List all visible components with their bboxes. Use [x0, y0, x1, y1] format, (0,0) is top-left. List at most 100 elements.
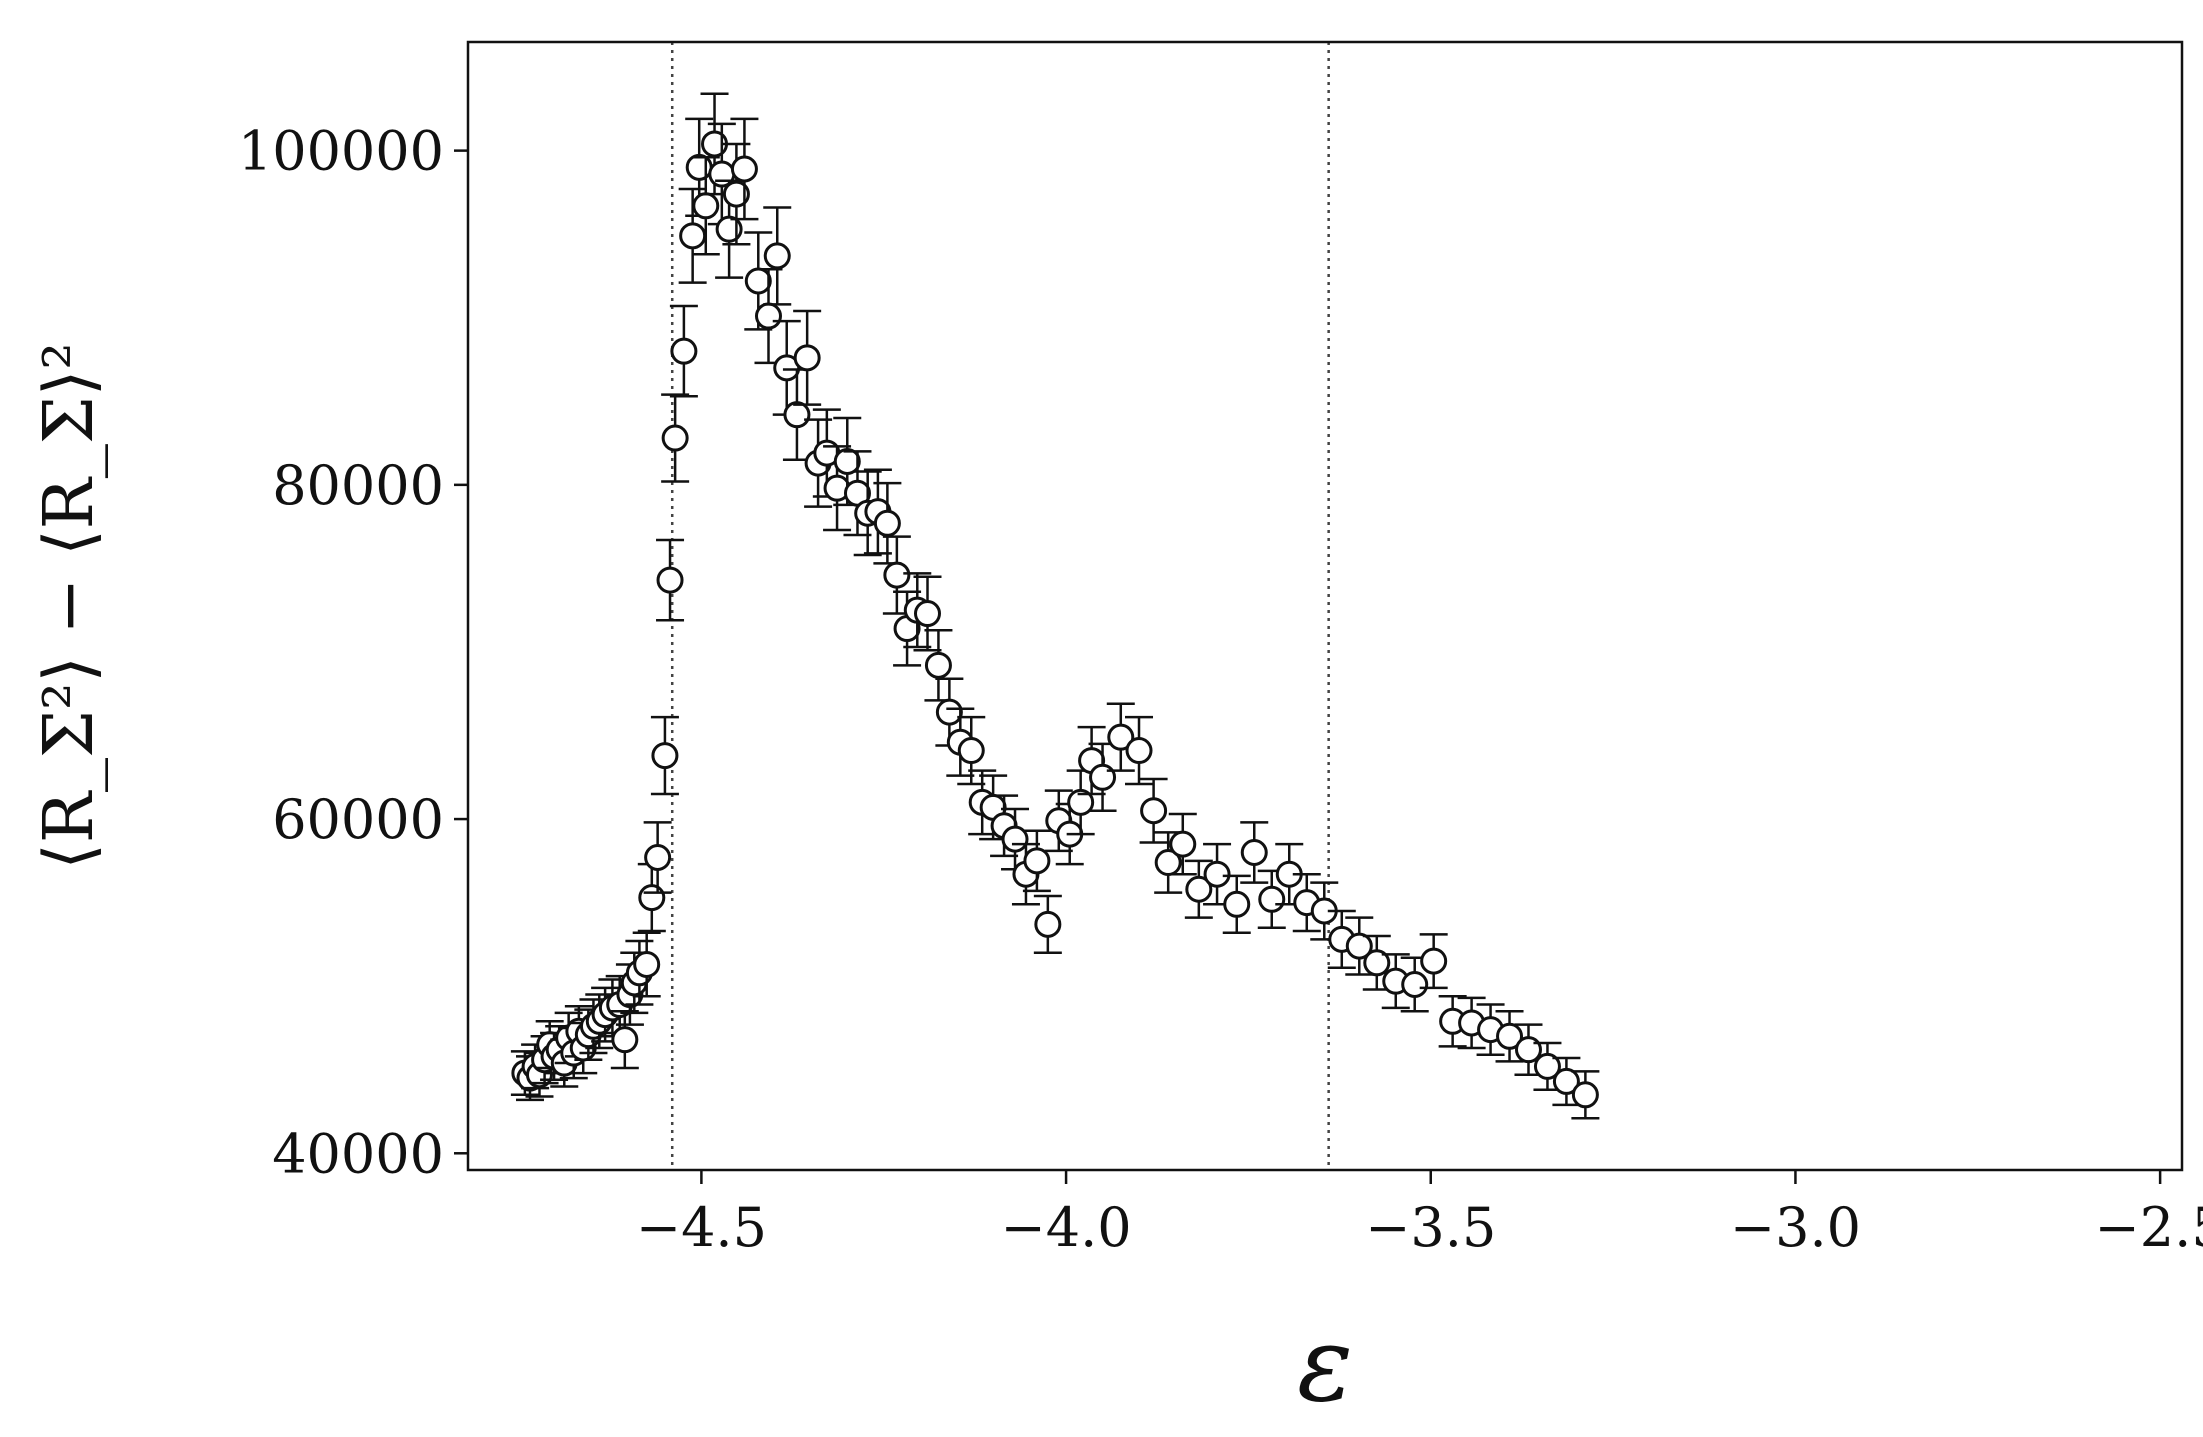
marker [1345, 932, 1373, 960]
plot-frame [466, 40, 2184, 1172]
data-point [772, 319, 801, 416]
marker [611, 1026, 639, 1054]
marker [873, 509, 901, 537]
marker [722, 180, 750, 208]
x-tick-label-1: −4.0 [1001, 1196, 1132, 1259]
data-point [924, 628, 953, 702]
vertical-reference-lines [670, 42, 1330, 1170]
data-point [643, 821, 672, 894]
data-point [1222, 874, 1251, 934]
marker [1023, 847, 1051, 875]
data-point [957, 715, 986, 786]
marker [957, 737, 985, 765]
marker [1258, 885, 1286, 913]
marker [833, 447, 861, 475]
marker [924, 651, 952, 679]
marker [1223, 890, 1251, 918]
data-point [1495, 1009, 1524, 1063]
x-axis: −4.5 −4.0 −3.5 −3.0 −2.5 [636, 1170, 2203, 1259]
data-point [700, 92, 729, 196]
marker [685, 153, 713, 181]
marker [651, 742, 679, 770]
marker [913, 600, 941, 628]
data-point [650, 715, 679, 796]
data-point [1240, 821, 1269, 884]
data-point [1033, 894, 1062, 955]
data-point [1125, 715, 1154, 786]
data-point [1362, 934, 1391, 991]
data-point [1154, 831, 1183, 894]
data-point [763, 206, 792, 306]
data-point [1533, 1041, 1562, 1092]
data-point [1066, 769, 1095, 836]
data-point [1419, 933, 1448, 990]
data-point [1400, 956, 1429, 1013]
marker [935, 698, 963, 726]
data-point [1275, 842, 1304, 906]
y-tick-label-1: 60000 [272, 788, 444, 851]
marker [692, 192, 720, 220]
marker [1089, 763, 1117, 791]
data-point [1514, 1023, 1543, 1076]
data-point [1139, 777, 1168, 844]
marker [1533, 1052, 1561, 1080]
marker [1203, 860, 1231, 888]
marker [883, 561, 911, 589]
marker [1107, 723, 1135, 751]
x-tick-label-2: −3.5 [1365, 1196, 1496, 1259]
data-point [1571, 1070, 1600, 1120]
marker [1240, 838, 1268, 866]
data-point [1106, 702, 1135, 772]
marker [1401, 971, 1429, 999]
marker [679, 222, 707, 250]
data-point [730, 117, 759, 221]
marker [1125, 737, 1153, 765]
marker [1140, 797, 1168, 825]
data-point [637, 862, 666, 933]
marker [744, 267, 772, 295]
data-series [510, 92, 1600, 1120]
data-point [882, 535, 911, 615]
data-point [691, 156, 720, 256]
marker [1067, 788, 1095, 816]
marker [1034, 910, 1062, 938]
marker [1185, 875, 1213, 903]
data-point [1203, 842, 1232, 906]
marker [1571, 1081, 1599, 1109]
data-point [1184, 859, 1213, 919]
marker [1363, 949, 1391, 977]
y-axis-label: ⟨R_Σ²⟩ − ⟨R_Σ⟩² [30, 342, 109, 869]
y-axis: 40000 60000 80000 100000 [238, 120, 468, 1185]
data-point [1438, 994, 1467, 1048]
x-tick-label-4: −2.5 [2095, 1196, 2203, 1259]
marker [670, 337, 698, 365]
x-tick-label-3: −3.0 [1730, 1196, 1861, 1259]
marker [1496, 1022, 1524, 1050]
marker [1154, 849, 1182, 877]
data-point [873, 481, 902, 565]
marker [1169, 830, 1197, 858]
marker [1552, 1067, 1580, 1095]
marker [730, 155, 758, 183]
marker [715, 215, 743, 243]
marker [638, 884, 666, 912]
data-point [1022, 829, 1051, 893]
marker [763, 242, 791, 270]
data-point [913, 575, 942, 652]
y-tick-label-3: 100000 [238, 120, 444, 183]
data-point [833, 416, 862, 507]
data-point [632, 931, 661, 998]
y-tick-label-2: 80000 [272, 454, 444, 517]
marker [783, 401, 811, 429]
x-tick-label-0: −4.5 [636, 1196, 767, 1259]
y-tick-label-0: 40000 [272, 1122, 444, 1185]
data-point [1552, 1056, 1581, 1107]
data-point [1168, 812, 1197, 876]
marker [793, 344, 821, 372]
marker [644, 844, 672, 872]
data-point [669, 304, 698, 398]
data-point [1345, 916, 1374, 976]
marker [633, 950, 661, 978]
marker [661, 424, 689, 452]
